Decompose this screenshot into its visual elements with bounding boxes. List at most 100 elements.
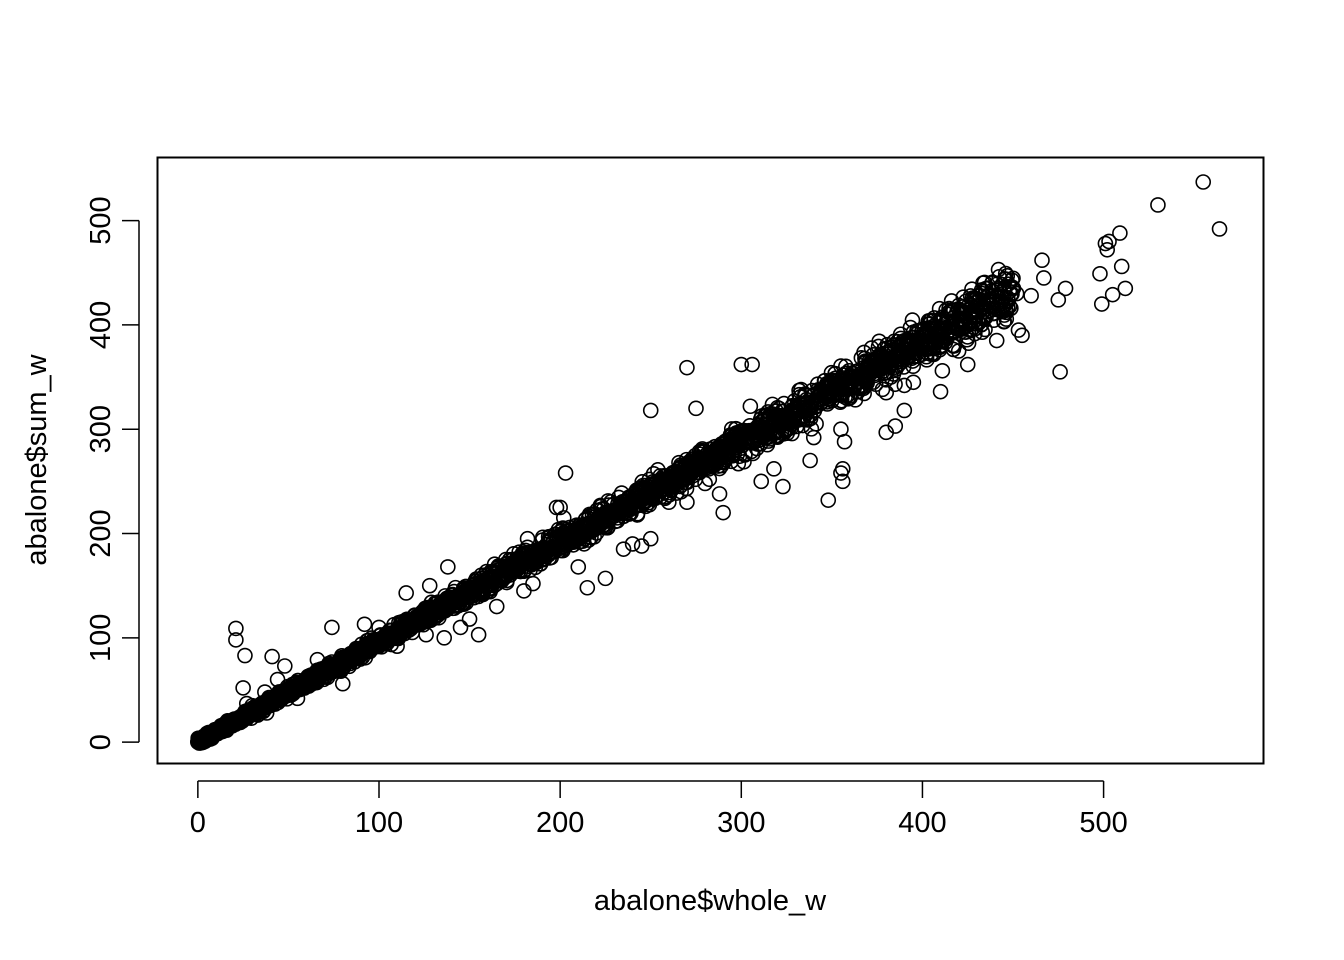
data-point [793, 381, 809, 398]
data-point [856, 344, 872, 361]
data-point [833, 358, 849, 374]
data-point [950, 343, 967, 359]
data-point [487, 566, 504, 582]
data-point [679, 494, 695, 511]
data-point [984, 282, 1000, 299]
data-point [552, 499, 568, 516]
data-point [983, 290, 1000, 307]
data-point [589, 502, 605, 519]
data-point [609, 510, 625, 526]
data-point [440, 598, 457, 615]
data-point [996, 313, 1012, 330]
data-point [255, 695, 271, 711]
x-tick-label: 0 [190, 807, 206, 839]
data-point [833, 465, 849, 481]
data-point [753, 473, 770, 490]
data-point [837, 365, 854, 382]
data-point [298, 671, 315, 688]
y-axis-label: abalone$sum_w [21, 353, 53, 565]
data-point [536, 548, 552, 565]
data-point [442, 596, 459, 612]
data-point [910, 332, 927, 349]
data-point [923, 327, 940, 344]
data-point [598, 507, 614, 523]
y-tick-label: 400 [85, 301, 117, 349]
data-point [726, 435, 743, 451]
data-point [860, 369, 876, 385]
data-point [408, 613, 425, 630]
y-tick-label: 200 [85, 509, 117, 557]
x-axis-label: abalone$whole_w [594, 885, 827, 917]
data-point [389, 638, 405, 654]
data-point [958, 293, 974, 310]
data-point [264, 648, 280, 665]
data-point [498, 551, 514, 568]
data-point [1050, 292, 1067, 308]
data-point [277, 658, 293, 674]
data-point [932, 337, 949, 354]
data-point [1057, 280, 1074, 297]
data-point [421, 577, 438, 594]
data-point [1052, 364, 1068, 380]
data-point [959, 356, 976, 373]
data-point [228, 632, 244, 648]
data-point [749, 419, 766, 435]
data-point [777, 423, 793, 440]
data-point [526, 551, 543, 568]
data-point [924, 320, 941, 337]
data-point [519, 530, 536, 547]
data-point [998, 311, 1015, 327]
plot-frame [156, 156, 1265, 765]
data-point [642, 530, 659, 547]
data-point [470, 626, 487, 643]
data-point [1023, 287, 1039, 304]
data-point [805, 429, 822, 446]
data-point [534, 551, 550, 568]
data-point [1117, 280, 1134, 297]
data-point [1099, 241, 1116, 258]
data-point [742, 398, 759, 415]
data-point [493, 567, 510, 584]
x-tick-label: 100 [355, 807, 403, 839]
data-point [824, 375, 840, 391]
data-point [195, 732, 212, 748]
data-point [228, 620, 244, 637]
data-point [373, 632, 389, 648]
data-point [398, 585, 414, 601]
data-point [1097, 235, 1114, 252]
data-point [861, 363, 877, 380]
data-point [1014, 327, 1030, 344]
y-tick-label: 300 [85, 405, 117, 453]
data-point [974, 324, 991, 340]
data-point [1104, 286, 1121, 303]
data-point [552, 524, 568, 540]
data-point [461, 611, 478, 627]
data-point [679, 359, 695, 376]
data-point [878, 384, 895, 401]
data-point [1211, 221, 1228, 237]
data-point [633, 538, 650, 554]
data-point [999, 299, 1016, 316]
data-point [554, 538, 570, 555]
data-point [878, 424, 895, 441]
y-tick-label: 100 [85, 614, 117, 662]
data-point [882, 343, 898, 359]
point-cloud-dense-band [189, 265, 1022, 751]
data-point [1008, 285, 1025, 302]
data-point [452, 619, 469, 636]
data-point [588, 519, 605, 535]
data-point [244, 697, 260, 714]
data-point [1034, 252, 1050, 269]
data-point [988, 332, 1005, 349]
data-point [691, 443, 708, 460]
data-point [1112, 225, 1128, 241]
x-tick-label: 300 [717, 807, 765, 839]
data-point [905, 374, 922, 391]
data-point [985, 312, 1002, 329]
y-tick-label: 0 [85, 734, 117, 750]
data-point [873, 352, 889, 369]
data-point [623, 496, 639, 512]
data-point [661, 494, 677, 511]
data-point [859, 375, 875, 391]
